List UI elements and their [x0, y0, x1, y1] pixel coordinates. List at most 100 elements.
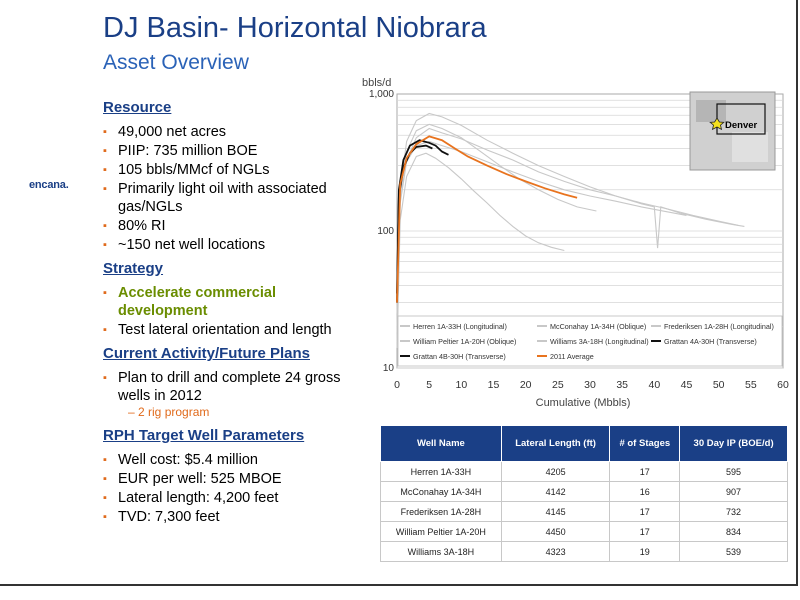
x-tick-label: 55	[745, 379, 757, 391]
table-cell: 4323	[500, 541, 611, 562]
resource-bullet: Primarily light oil with associated gas/…	[103, 180, 365, 216]
table-cell: 17	[609, 501, 681, 522]
series-line	[396, 135, 578, 303]
legend-label: Grattan 4A-30H (Transverse)	[664, 337, 757, 346]
activity-heading: Current Activity/Future Plans	[103, 345, 310, 362]
table-row: Herren 1A-33H 4205 17 595	[380, 461, 788, 482]
legend-label: Herren 1A-33H (Longitudinal)	[413, 322, 507, 331]
activity-sub-bullet-text: 2 rig program	[138, 405, 210, 419]
activity-list: Plan to drill and complete 24 gross well…	[103, 369, 365, 405]
map-denver-label: Denver	[725, 120, 758, 131]
table-cell: Williams 3A-18H	[380, 541, 502, 562]
series-line	[396, 152, 565, 349]
table-cell: 17	[609, 521, 681, 542]
table-header: # of Stages	[609, 425, 681, 462]
resource-bullet: 80% RI	[103, 217, 365, 235]
table-cell: 19	[609, 541, 681, 562]
parameters-bullet: Well cost: $5.4 million	[103, 451, 365, 469]
parameters-bullet: EUR per well: 525 MBOE	[103, 470, 365, 488]
x-tick-label: 5	[426, 379, 432, 391]
parameters-bullet: Lateral length: 4,200 feet	[103, 489, 365, 507]
table-cell: 16	[609, 481, 681, 502]
strategy-list: Accelerate commercial development Test l…	[103, 284, 365, 339]
resource-bullet: ~150 net well locations	[103, 236, 365, 254]
map-terrain-patch	[732, 132, 768, 162]
x-tick-label: 45	[681, 379, 693, 391]
y-axis-label: bbls/d	[362, 77, 391, 89]
legend-label: Grattan 4B-30H (Transverse)	[413, 352, 506, 361]
x-axis-label: Cumulative (Mbbls)	[536, 397, 631, 409]
x-tick-label: 15	[488, 379, 500, 391]
legend-label: Williams 3A-18H (Longitudinal)	[550, 337, 649, 346]
slide-frame	[0, 0, 798, 586]
series-line	[396, 140, 687, 334]
x-tick-label: 30	[584, 379, 596, 391]
legend-label: McConahay 1A-34H (Oblique)	[550, 322, 646, 331]
parameters-heading: RPH Target Well Parameters	[103, 427, 305, 444]
resource-bullet: PIIP: 735 million BOE	[103, 142, 365, 160]
x-tick-label: 20	[520, 379, 532, 391]
table-cell: 4205	[500, 461, 611, 482]
y-tick-label: 10	[383, 363, 395, 374]
series-line	[396, 112, 745, 344]
left-column: Resource 49,000 net acres PIIP: 735 mill…	[103, 99, 365, 532]
production-chart: bbls/d 1,000 100 10 0 5 10 15 20 25 30 35 40 45 50 55 6…	[360, 72, 800, 412]
legend-label: 2011 Average	[550, 352, 594, 361]
resource-bullet: 105 bbls/MMcf of NGLs	[103, 161, 365, 179]
x-tick-label: 25	[552, 379, 564, 391]
table-cell: McConahay 1A-34H	[380, 481, 502, 502]
slide-title: DJ Basin- Horizontal Niobrara	[103, 12, 487, 44]
parameters-list: Well cost: $5.4 million EUR per well: 52…	[103, 451, 365, 526]
map-terrain-patch	[696, 100, 726, 122]
table-header: Well Name	[380, 425, 502, 462]
table-header: Lateral Length (ft)	[500, 425, 611, 462]
table-header-row: Well Name Lateral Length (ft) # of Stage…	[380, 425, 788, 462]
table-row: McConahay 1A-34H 4142 16 907	[380, 481, 788, 502]
chart-series	[396, 112, 745, 349]
resource-heading: Resource	[103, 99, 172, 116]
map-inset: Denver	[689, 91, 776, 171]
denver-star-icon	[709, 117, 725, 131]
table-cell: 539	[679, 541, 788, 562]
encana-logo: encana.	[29, 179, 69, 191]
well-table: Well Name Lateral Length (ft) # of Stage…	[380, 425, 788, 562]
table-cell: 17	[609, 461, 681, 482]
y-tick-label: 1,000	[369, 89, 394, 100]
table-row: Williams 3A-18H 4323 19 539	[380, 541, 788, 562]
table-cell: Frederiksen 1A-28H	[380, 501, 502, 522]
table-row: William Peltier 1A-20H 4450 17 834	[380, 521, 788, 542]
table-header: 30 Day IP (BOE/d)	[679, 425, 788, 462]
y-tick-label: 100	[377, 226, 394, 237]
table-cell: Herren 1A-33H	[380, 461, 502, 482]
chart-legend: Herren 1A-33H (Longitudinal) McConahay 1A…	[397, 315, 783, 367]
table-cell: 907	[679, 481, 788, 502]
x-tick-label: 40	[648, 379, 660, 391]
strategy-bullet: Test lateral orientation and length	[103, 321, 365, 339]
activity-bullet: Plan to drill and complete 24 gross well…	[103, 369, 365, 405]
table-cell: 834	[679, 521, 788, 542]
slide-subtitle: Asset Overview	[103, 51, 249, 74]
resource-list: 49,000 net acres PIIP: 735 million BOE 1…	[103, 123, 365, 254]
legend-label: Frederiksen 1A-28H (Longitudinal)	[664, 322, 774, 331]
x-tick-label: 60	[777, 379, 789, 391]
x-tick-label: 10	[455, 379, 467, 391]
legend-box	[397, 315, 783, 367]
activity-sub-bullet: – 2 rig program	[128, 405, 210, 419]
table-row: Frederiksen 1A-28H 4145 17 732	[380, 501, 788, 522]
strategy-bullet: Accelerate commercial development	[103, 284, 365, 320]
table-cell: 732	[679, 501, 788, 522]
table-cell: 4145	[500, 501, 611, 522]
resource-bullet: 49,000 net acres	[103, 123, 365, 141]
x-tick-label: 50	[713, 379, 725, 391]
table-cell: 595	[679, 461, 788, 482]
table-cell: 4142	[500, 481, 611, 502]
x-tick-label: 0	[394, 379, 400, 391]
table-cell: William Peltier 1A-20H	[380, 521, 502, 542]
table-cell: 4450	[500, 521, 611, 542]
legend-label: William Peltier 1A-20H (Oblique)	[413, 337, 516, 346]
strategy-heading: Strategy	[103, 260, 164, 277]
x-tick-label: 35	[616, 379, 628, 391]
parameters-bullet: TVD: 7,300 feet	[103, 508, 365, 526]
